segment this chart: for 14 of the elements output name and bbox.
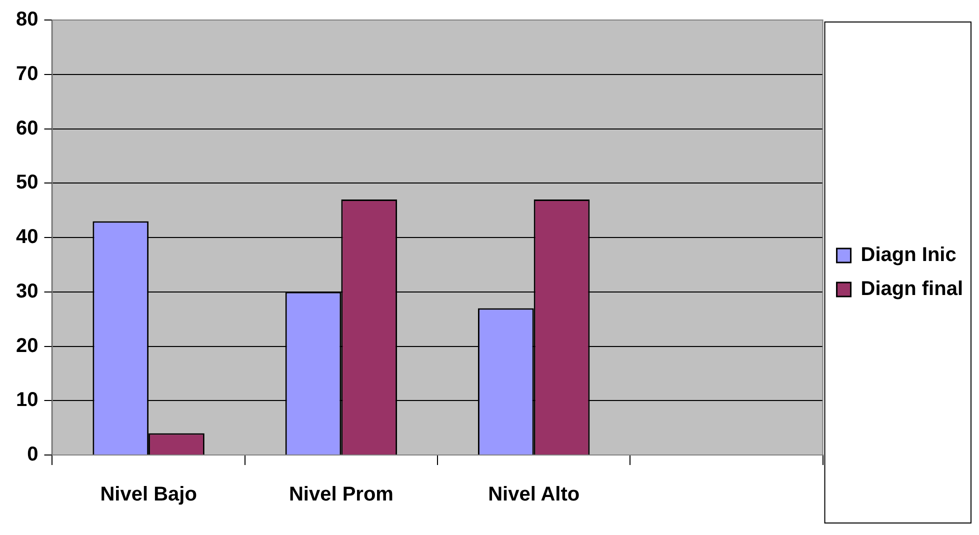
x-tick-label: Nivel Prom	[288, 484, 394, 506]
y-tick-label: 30	[16, 280, 38, 302]
y-tick-label: 10	[16, 389, 38, 412]
y-tick-label: 50	[16, 172, 38, 194]
y-tick-label: 70	[16, 62, 38, 85]
legend-label: Diagn final	[860, 278, 964, 300]
y-tick-label: 40	[16, 226, 38, 248]
x-tick-label: Nivel Bajo	[100, 484, 197, 506]
y-tick-label: 20	[16, 334, 38, 357]
y-tick-label: 60	[16, 117, 38, 140]
y-tick-label: 80	[16, 8, 38, 31]
legend-label: Diagn Inic	[860, 244, 956, 266]
y-tick-label: 0	[27, 444, 38, 466]
x-tick-label: Nivel Alto	[488, 484, 580, 506]
